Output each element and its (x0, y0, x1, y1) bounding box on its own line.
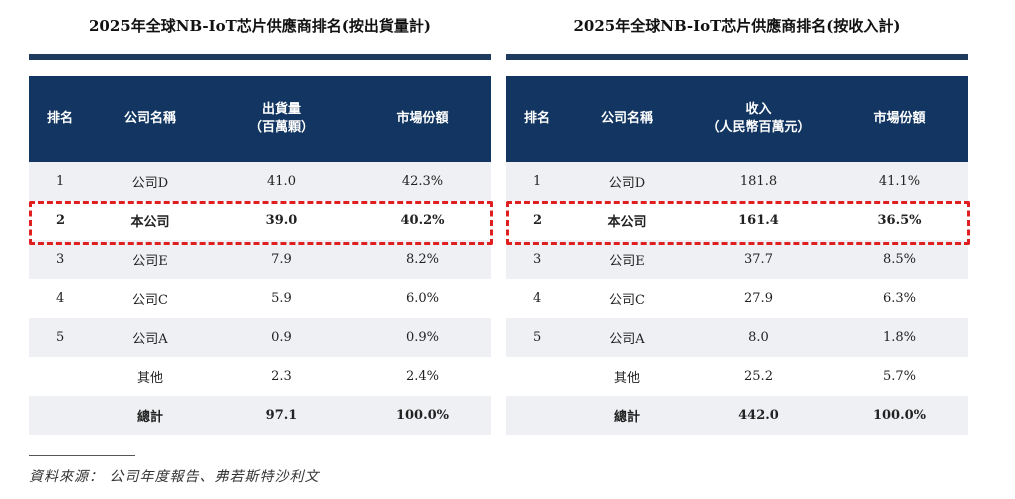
revenue-ranking-panel: 2025年全球NB-IoT芯片供應商排名(按收入計) 排名 公司名稱 收入 （人… (506, 0, 968, 435)
cell-value: 2.3 (271, 369, 292, 384)
table-row: 3 公司E 7.9 8.2% (29, 240, 491, 279)
cell-company: 公司E (132, 254, 168, 269)
cell-value: 0.9 (271, 330, 292, 345)
table-row-highlighted: 2 本公司 161.4 36.5% (506, 201, 968, 240)
header-rank: 排名 (523, 111, 550, 126)
cell-rank: 3 (56, 252, 65, 267)
table-row-total: 總計 97.1 100.0% (29, 396, 491, 435)
cell-share: 36.5% (877, 213, 922, 228)
cell-company: 總計 (136, 410, 163, 425)
panel-title: 2025年全球NB-IoT芯片供應商排名(按出貨量計) (88, 17, 432, 35)
table-row: 4 公司C 5.9 6.0% (29, 279, 491, 318)
cell-company: 公司C (609, 293, 645, 308)
cell-company: 本公司 (607, 215, 647, 230)
cell-share: 1.8% (882, 330, 917, 345)
cell-share: 8.2% (405, 252, 440, 267)
cell-rank: 4 (56, 291, 65, 306)
table-header: 排名 公司名稱 出貨量 （百萬顆） 市場份額 (29, 76, 491, 162)
table-row-total: 總計 442.0 100.0% (506, 396, 968, 435)
cell-rank: 5 (56, 330, 65, 345)
header-share: 市場份額 (396, 111, 449, 126)
cell-value: 5.9 (271, 291, 292, 306)
cell-value: 161.4 (738, 213, 779, 228)
cell-value: 181.8 (739, 174, 778, 189)
cell-rank: 2 (533, 213, 543, 228)
shipment-ranking-panel: 2025年全球NB-IoT芯片供應商排名(按出貨量計) 排名 公司名稱 出貨量 … (29, 0, 491, 435)
source-note: 資料來源： 公司年度報告、弗若斯特沙利文 (29, 469, 320, 485)
cell-company: 其他 (613, 371, 640, 386)
cell-value: 97.1 (265, 408, 298, 423)
cell-company: 公司C (132, 293, 168, 308)
cell-value: 442.0 (738, 408, 779, 423)
cell-share: 6.3% (882, 291, 917, 306)
cell-rank: 3 (533, 252, 542, 267)
table-row: 1 公司D 181.8 41.1% (506, 162, 968, 201)
cell-rank: 1 (533, 174, 542, 189)
cell-rank: 1 (56, 174, 65, 189)
cell-value: 37.7 (744, 252, 773, 267)
cell-company: 公司A (132, 332, 168, 347)
cell-rank: 4 (533, 291, 542, 306)
table-row: 1 公司D 41.0 42.3% (29, 162, 491, 201)
cell-share: 40.2% (400, 213, 445, 228)
cell-rank: 2 (56, 213, 66, 228)
cell-company: 公司D (608, 176, 646, 191)
cell-share: 2.4% (405, 369, 440, 384)
panel-title: 2025年全球NB-IoT芯片供應商排名(按收入計) (573, 17, 901, 35)
cell-value: 41.0 (267, 174, 296, 189)
cell-value: 7.9 (271, 252, 292, 267)
cell-share: 42.3% (401, 174, 444, 189)
table-header: 排名 公司名稱 收入 （人民幣百萬元） 市場份額 (506, 76, 968, 162)
table-row-others: 其他 2.3 2.4% (29, 357, 491, 396)
cell-share: 5.7% (882, 369, 917, 384)
table-row-others: 其他 25.2 5.7% (506, 357, 968, 396)
table-row: 3 公司E 37.7 8.5% (506, 240, 968, 279)
table-row: 4 公司C 27.9 6.3% (506, 279, 968, 318)
cell-share: 41.1% (878, 174, 921, 189)
cell-value: 8.0 (748, 330, 769, 345)
title-divider (29, 54, 491, 60)
cell-rank: 5 (533, 330, 542, 345)
header-revenue: 收入 （人民幣百萬元） (706, 102, 811, 135)
cell-value: 25.2 (744, 369, 773, 384)
cell-company: 本公司 (130, 215, 170, 230)
header-shipment: 出貨量 （百萬顆） (248, 102, 314, 135)
header-company: 公司名稱 (123, 111, 176, 126)
cell-company: 公司E (609, 254, 645, 269)
cell-share: 100.0% (395, 408, 450, 423)
footnote-divider (29, 455, 135, 456)
cell-share: 6.0% (405, 291, 440, 306)
header-company: 公司名稱 (600, 111, 653, 126)
cell-company: 總計 (613, 410, 640, 425)
header-share: 市場份額 (873, 111, 926, 126)
table-row: 5 公司A 0.9 0.9% (29, 318, 491, 357)
cell-share: 0.9% (405, 330, 440, 345)
cell-company: 其他 (136, 371, 163, 386)
cell-share: 100.0% (872, 408, 927, 423)
table-row: 5 公司A 8.0 1.8% (506, 318, 968, 357)
header-rank: 排名 (46, 111, 73, 126)
cell-value: 39.0 (265, 213, 298, 228)
cell-company: 公司A (609, 332, 645, 347)
cell-share: 8.5% (882, 252, 917, 267)
table-row-highlighted: 2 本公司 39.0 40.2% (29, 201, 491, 240)
cell-value: 27.9 (744, 291, 773, 306)
cell-company: 公司D (131, 176, 169, 191)
title-divider (506, 54, 968, 60)
